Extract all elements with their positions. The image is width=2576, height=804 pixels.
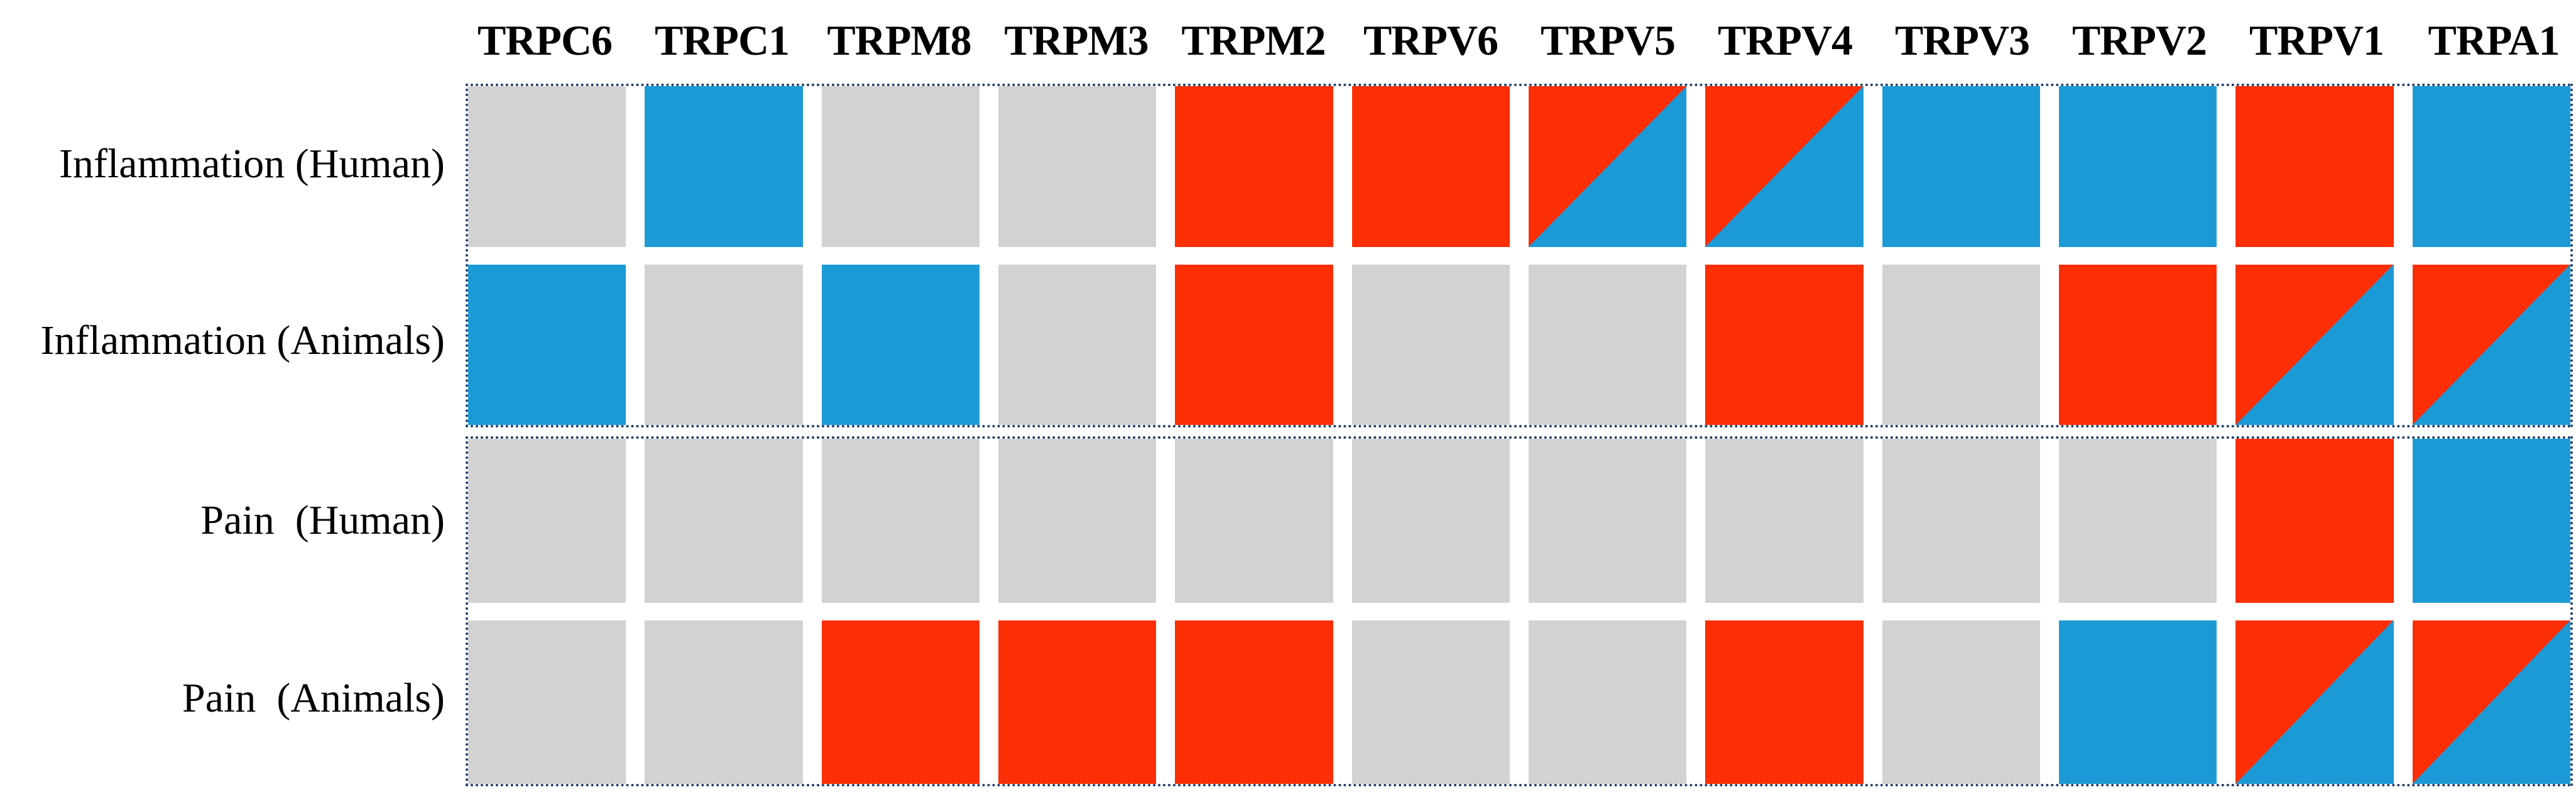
heatmap-cell-pain-human-trpv6 (1351, 439, 1510, 603)
heatmap-cell-pain-animals-trpv3 (1882, 620, 2040, 784)
heatmap-cell-pain-animals-trpv6 (1351, 620, 1510, 784)
heatmap-cell-inflammation-animals-trpv2 (2058, 264, 2217, 425)
row-label-pain-human: Pain (Human) (200, 497, 445, 543)
heatmap-cell-pain-human-trpv2 (2058, 439, 2217, 603)
heatmap-cell-inflammation-human-trpv1 (2235, 86, 2394, 247)
heatmap-cell-inflammation-human-trpa1 (2412, 86, 2570, 247)
heatmap-cell-inflammation-human-trpm8 (821, 86, 980, 247)
heatmap-cell-inflammation-human-trpc6 (468, 86, 626, 247)
heatmap-cell-inflammation-human-trpv6 (1351, 86, 1510, 247)
row-label-inflammation-human: Inflammation (Human) (59, 141, 445, 187)
heatmap-cell-inflammation-animals-trpc6 (468, 264, 626, 425)
column-header-trpv5: TRPV5 (1540, 16, 1676, 64)
heatmap-cell-pain-human-trpa1 (2412, 439, 2570, 603)
heatmap-cell-pain-animals-trpc1 (645, 620, 803, 784)
heatmap-cell-pain-human-trpm3 (998, 439, 1157, 603)
heatmap-cell-inflammation-animals-trpc1 (645, 264, 803, 425)
column-header-trpv6: TRPV6 (1363, 16, 1498, 64)
heatmap-cell-pain-human-trpv5 (1528, 439, 1687, 603)
heatmap-cell-pain-animals-trpv1 (2235, 620, 2394, 784)
heatmap-cell-pain-animals-trpc6 (468, 620, 626, 784)
heatmap-cell-inflammation-animals-trpv6 (1351, 264, 1510, 425)
heatmap-cell-pain-human-trpm8 (821, 439, 980, 603)
heatmap-cell-pain-human-trpc1 (645, 439, 803, 603)
column-header-trpm8: TRPM8 (827, 16, 971, 64)
heatmap-cell-inflammation-animals-trpv1 (2235, 264, 2394, 425)
heatmap-cell-inflammation-animals-trpa1 (2412, 264, 2570, 425)
inflammation-block (466, 84, 2573, 427)
heatmap-cell-pain-human-trpv4 (1705, 439, 1864, 603)
heatmap-cell-inflammation-animals-trpm8 (821, 264, 980, 425)
column-header-trpv3: TRPV3 (1894, 16, 2030, 64)
column-header-trpc6: TRPC6 (477, 16, 613, 64)
heatmap-cell-pain-animals-trpm2 (1175, 620, 1333, 784)
heatmap-cell-inflammation-animals-trpv5 (1528, 264, 1687, 425)
column-header-trpv1: TRPV1 (2249, 16, 2384, 64)
heatmap-cell-inflammation-human-trpv2 (2058, 86, 2217, 247)
heatmap-cell-pain-animals-trpv2 (2058, 620, 2217, 784)
heatmap-cell-pain-human-trpv1 (2235, 439, 2394, 603)
column-header-trpv2: TRPV2 (2071, 16, 2207, 64)
heatmap-cell-inflammation-human-trpc1 (645, 86, 803, 247)
heatmap-cell-pain-human-trpm2 (1175, 439, 1333, 603)
column-header-row: TRPC6 TRPC1 TRPM8 TRPM3 TRPM2 TRPV6 TRPV… (466, 0, 2573, 80)
heatmap-cell-inflammation-human-trpv5 (1528, 86, 1687, 247)
column-header-trpa1: TRPA1 (2428, 16, 2560, 64)
heatmap-cell-inflammation-human-trpv3 (1882, 86, 2040, 247)
column-header-trpv4: TRPV4 (1717, 16, 1853, 64)
row-label-pain-animals: Pain (Animals) (182, 675, 445, 721)
heatmap-cell-inflammation-animals-trpv4 (1705, 264, 1864, 425)
column-header-trpm2: TRPM2 (1181, 16, 1326, 64)
column-header-trpm3: TRPM3 (1004, 16, 1149, 64)
heatmap-cell-inflammation-animals-trpv3 (1882, 264, 2040, 425)
heatmap-cell-pain-animals-trpm8 (821, 620, 980, 784)
heatmap-cell-inflammation-human-trpv4 (1705, 86, 1864, 247)
heatmap-cell-pain-human-trpc6 (468, 439, 626, 603)
heatmap-cell-pain-animals-trpv5 (1528, 620, 1687, 784)
row-label-inflammation-animals: Inflammation (Animals) (40, 317, 445, 363)
heatmap-cell-inflammation-human-trpm2 (1175, 86, 1333, 247)
heatmap-cell-pain-human-trpv3 (1882, 439, 2040, 603)
heatmap-cell-pain-animals-trpm3 (998, 620, 1157, 784)
heatmap-cell-pain-animals-trpa1 (2412, 620, 2570, 784)
heatmap-cell-pain-animals-trpv4 (1705, 620, 1864, 784)
heatmap-cell-inflammation-animals-trpm2 (1175, 264, 1333, 425)
pain-block (466, 436, 2573, 786)
heatmap-cell-inflammation-human-trpm3 (998, 86, 1157, 247)
column-header-trpc1: TRPC1 (654, 16, 790, 64)
heatmap-cell-inflammation-animals-trpm3 (998, 264, 1157, 425)
